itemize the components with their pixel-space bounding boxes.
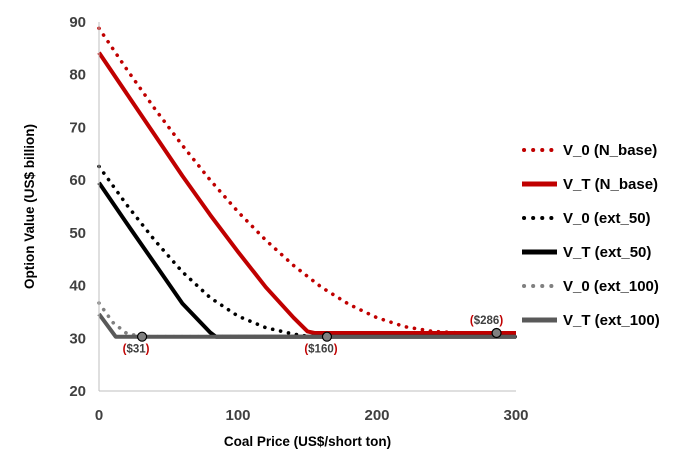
x-tick-label: 300	[503, 407, 528, 424]
annotation-marker	[321, 331, 333, 342]
legend-label-4: V_0 (ext_100)	[563, 278, 659, 295]
annotation-value: $286	[474, 315, 500, 327]
y-tick-label: 30	[69, 330, 86, 347]
annotation-value: $160	[308, 344, 334, 356]
y-tick-label: 80	[69, 67, 86, 84]
series-line-1	[97, 51, 516, 335]
axes-layer: 20 30 40 50 60 70 80 90 0 100 200 300	[69, 14, 528, 424]
annotation-label: ($160)	[304, 344, 337, 356]
x-tick-label: 0	[95, 407, 103, 424]
legend-label-0: V_0 (N_base)	[563, 142, 657, 159]
x-tick-label: 100	[225, 407, 250, 424]
y-tick-label: 50	[69, 225, 86, 242]
annotation-paren: (	[123, 344, 127, 356]
annotation-paren: )	[146, 344, 150, 356]
series-line-2	[97, 164, 518, 339]
y-axis-title: Option Value (US$ billion)	[22, 124, 37, 289]
annotation-layer: ($286)($31) ($160)	[123, 315, 504, 356]
y-tick-label: 70	[69, 119, 86, 136]
x-tick-label: 200	[364, 407, 389, 424]
annotation-paren: )	[334, 344, 338, 356]
legend-label-1: V_T (N_base)	[563, 176, 658, 193]
annotation-marker	[136, 331, 148, 342]
series-line-3	[97, 181, 516, 339]
annotation-label: ($286)	[470, 315, 503, 327]
y-tick-label: 90	[69, 14, 86, 31]
annotation-label: ($31)	[123, 344, 150, 356]
x-axis-title: Coal Price (US$/short ton)	[224, 434, 391, 449]
y-tick-label: 60	[69, 172, 86, 189]
annotation-paren: )	[499, 315, 503, 327]
legend-label-5: V_T (ext_100)	[563, 312, 660, 329]
y-tick-label: 40	[69, 278, 86, 295]
annotation-paren: (	[470, 315, 474, 327]
legend-label-3: V_T (ext_50)	[563, 244, 651, 261]
annotation-value: $31	[126, 344, 146, 356]
legend: V_0 (N_base) V_T (N_base) V_0 (ext_50) V_T …	[522, 142, 660, 329]
series-layer	[97, 26, 518, 339]
legend-label-2: V_0 (ext_50)	[563, 210, 651, 227]
series-line-0	[97, 26, 518, 335]
y-tick-label: 20	[69, 383, 86, 400]
annotation-marker	[491, 327, 502, 339]
annotation-paren: (	[304, 344, 308, 356]
